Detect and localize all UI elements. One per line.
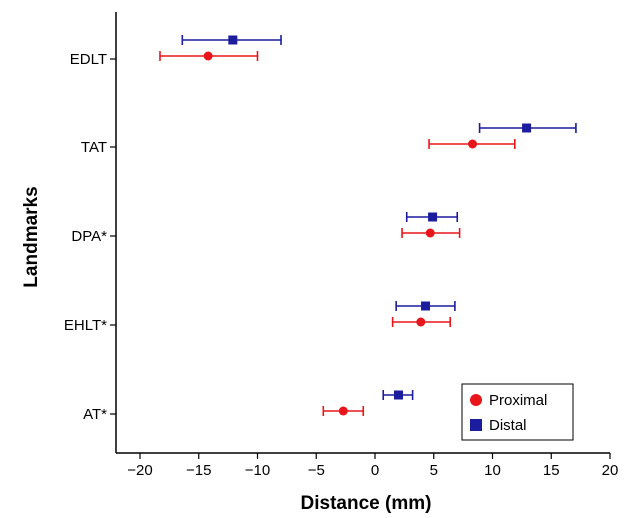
y-tick-label: EHLT* <box>64 317 107 334</box>
data-marks <box>159 35 577 416</box>
point-distal <box>421 301 431 311</box>
x-tick-label: 20 <box>602 462 619 479</box>
point-proximal <box>338 406 348 416</box>
legend-marker-proximal <box>470 394 482 406</box>
x-tick-label: 15 <box>543 462 560 479</box>
point-proximal <box>468 139 478 149</box>
legend-label-proximal: Proximal <box>489 392 547 409</box>
x-tick-label: −15 <box>186 462 211 479</box>
point-proximal <box>416 317 426 327</box>
legend: Proximal Distal <box>461 383 574 441</box>
point-proximal <box>425 228 435 238</box>
y-tick-label: EDLT <box>70 51 107 68</box>
x-tick-label: −20 <box>127 462 152 479</box>
legend-box <box>461 383 574 441</box>
legend-marker-distal <box>470 419 482 431</box>
point-distal <box>428 212 438 222</box>
x-tick-label: −5 <box>308 462 325 479</box>
x-tick-label: 10 <box>484 462 501 479</box>
x-axis-title: Distance (mm) <box>301 493 432 514</box>
point-distal <box>228 35 238 45</box>
y-tick-label: AT* <box>83 406 107 423</box>
y-axis-title: Landmarks <box>21 186 42 287</box>
x-tick-label: 5 <box>430 462 438 479</box>
x-tick-label: −10 <box>245 462 270 479</box>
y-tick-label: TAT <box>81 139 107 156</box>
point-distal <box>394 390 403 400</box>
legend-label-distal: Distal <box>489 417 527 434</box>
y-tick-label: DPA* <box>71 228 107 245</box>
axes: −20 −15 −10 −5 0 5 10 15 20 EDLT TAT DPA* EHLT* AT* <box>64 12 618 479</box>
point-distal <box>522 123 532 133</box>
x-tick-label: 0 <box>371 462 379 479</box>
point-proximal <box>203 51 213 61</box>
